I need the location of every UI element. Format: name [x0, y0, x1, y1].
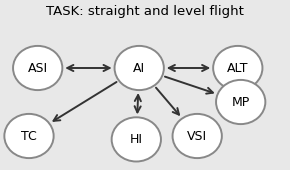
Text: HI: HI [130, 133, 143, 146]
Ellipse shape [213, 46, 262, 90]
Ellipse shape [4, 114, 54, 158]
Ellipse shape [173, 114, 222, 158]
Text: ASI: ASI [28, 62, 48, 74]
Text: ALT: ALT [227, 62, 249, 74]
Text: MP: MP [232, 96, 250, 108]
Text: VSI: VSI [187, 130, 207, 142]
Ellipse shape [13, 46, 62, 90]
Text: TC: TC [21, 130, 37, 142]
Ellipse shape [216, 80, 265, 124]
Text: TASK: straight and level flight: TASK: straight and level flight [46, 5, 244, 18]
Text: AI: AI [133, 62, 145, 74]
Ellipse shape [115, 46, 164, 90]
Ellipse shape [112, 117, 161, 162]
